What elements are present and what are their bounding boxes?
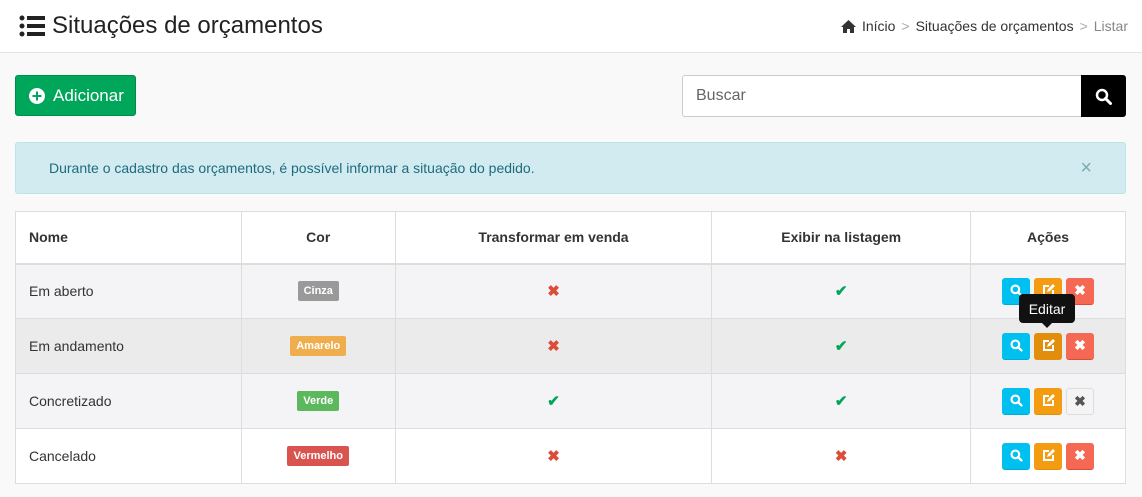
column-header: Cor [240, 211, 396, 265]
column-header: Nome [15, 211, 242, 265]
color-badge: Cinza [297, 281, 339, 302]
cell-nome: Em aberto [15, 263, 242, 319]
cell-nome: Cancelado [15, 428, 242, 484]
column-header: Exibir na listagem [711, 211, 972, 265]
view-button[interactable] [1002, 332, 1031, 360]
search-icon [1009, 339, 1023, 352]
search-bar [682, 75, 1126, 117]
search-icon [1095, 88, 1112, 105]
home-icon [840, 19, 856, 33]
page-header: Situações de orçamentos Início > Situaçõ… [0, 0, 1142, 53]
breadcrumb-current: Listar [1093, 18, 1128, 34]
edit-icon [1042, 339, 1055, 351]
delete-button[interactable]: ✖ [1066, 387, 1095, 415]
column-header: Transformar em venda [394, 211, 713, 265]
cell-venda: ✔ [394, 373, 713, 429]
alert-text: Durante o cadastro das orçamentos, é pos… [49, 160, 535, 176]
breadcrumb: Início > Situações de orçamentos > Lista… [840, 18, 1128, 34]
breadcrumb-situacoes[interactable]: Situações de orçamentos [915, 18, 1074, 34]
delete-button[interactable]: ✖ [1066, 332, 1095, 360]
page-title-text: Situações de orçamentos [52, 12, 323, 39]
cell-listagem: ✔ [711, 373, 972, 429]
table-row: Concretizado Verde ✔ ✔ ✖ [15, 373, 1126, 429]
check-icon: ✔ [834, 338, 848, 355]
check-icon: ✔ [834, 393, 848, 410]
times-icon: ✖ [1074, 447, 1086, 463]
times-icon: ✖ [1074, 392, 1086, 409]
situations-table: Nome Cor Transformar em venda Exibir na lis… [15, 211, 1126, 484]
cell-nome: Em andamento [15, 318, 242, 374]
add-button[interactable]: Adicionar [15, 75, 136, 116]
delete-button[interactable]: ✖ [1066, 442, 1095, 470]
cell-listagem: ✔ [711, 318, 972, 374]
times-icon: ✖ [547, 283, 560, 301]
color-badge: Vermelho [287, 446, 349, 466]
list-icon [19, 15, 45, 37]
edit-button[interactable] [1034, 332, 1063, 360]
search-button[interactable] [1081, 75, 1126, 117]
view-button[interactable] [1002, 387, 1031, 415]
cell-venda: ✖ [394, 428, 713, 484]
page-title: Situações de orçamentos [19, 12, 323, 40]
edit-button[interactable] [1034, 442, 1063, 470]
search-input[interactable] [682, 75, 1081, 117]
color-badge: Verde [297, 391, 340, 411]
column-header: Ações [970, 211, 1126, 265]
info-alert: Durante o cadastro das orçamentos, é pos… [15, 142, 1126, 194]
add-button-label: Adicionar [53, 85, 124, 105]
edit-button[interactable] [1034, 387, 1063, 415]
cell-listagem: ✖ [711, 428, 972, 484]
cell-listagem: ✔ [711, 263, 972, 319]
check-icon: ✔ [834, 283, 848, 301]
times-icon: ✖ [547, 448, 560, 465]
search-icon [1009, 394, 1023, 407]
check-icon: ✔ [547, 393, 560, 410]
cell-venda: ✖ [394, 318, 713, 374]
breadcrumb-home[interactable]: Início [861, 18, 896, 34]
table-row: Cancelado Vermelho ✖ ✖ ✖ [15, 428, 1126, 484]
times-icon: ✖ [1074, 337, 1086, 353]
cell-nome: Concretizado [15, 373, 242, 429]
plus-circle-icon [29, 87, 45, 104]
times-icon: ✖ [547, 338, 560, 355]
search-icon [1009, 449, 1023, 462]
close-icon[interactable]: × [1080, 156, 1092, 179]
color-badge: Amarelo [290, 336, 347, 356]
edit-icon [1042, 394, 1055, 406]
table-row: Em aberto Cinza ✖ ✔ ✖ [15, 263, 1126, 319]
cell-venda: ✖ [394, 263, 713, 319]
table-row: Em andamento Amarelo ✖ ✔ ✖ [15, 318, 1126, 374]
times-icon: ✖ [834, 448, 848, 465]
delete-button[interactable]: ✖ [1066, 277, 1095, 305]
view-button[interactable] [1002, 442, 1031, 470]
tooltip: Editar [1019, 294, 1075, 328]
times-icon: ✖ [1074, 282, 1086, 299]
breadcrumb-separator: > [901, 18, 910, 34]
breadcrumb-separator: > [1079, 18, 1088, 34]
edit-icon [1042, 449, 1055, 461]
